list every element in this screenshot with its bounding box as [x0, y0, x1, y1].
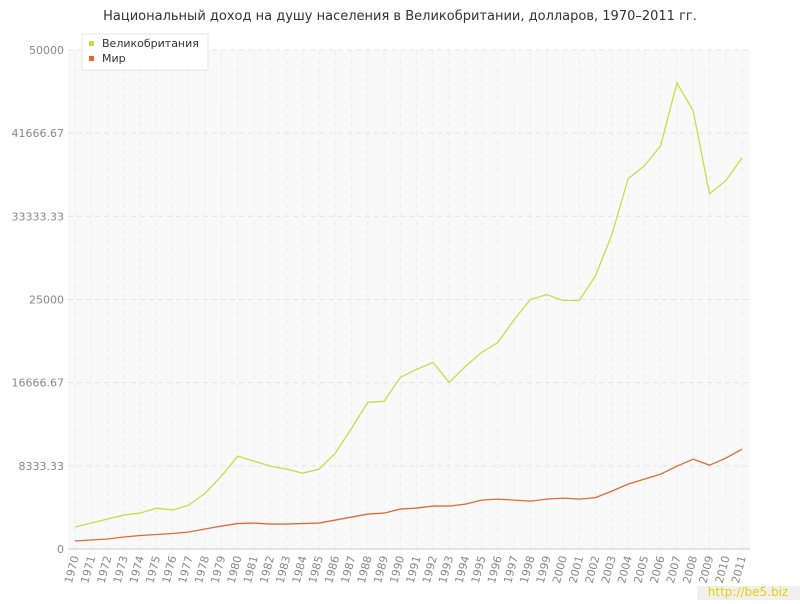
y-tick-label: 50000 — [29, 44, 64, 57]
y-tick-label: 25000 — [29, 294, 64, 307]
legend: Великобритания Мир — [81, 33, 209, 71]
legend-box — [81, 33, 209, 71]
watermark: http://be5.biz — [708, 585, 788, 599]
legend-label: Мир — [102, 52, 126, 65]
y-tick-label: 0 — [57, 543, 64, 556]
y-tick-label: 41666.67 — [12, 127, 65, 140]
legend-swatch — [89, 56, 94, 61]
series-line — [74, 448, 743, 542]
chart-title: Национальный доход на душу населения в В… — [103, 9, 697, 24]
y-tick-label: 33333.33 — [12, 210, 65, 223]
y-tick-label: 8333.33 — [19, 460, 65, 473]
watermark-box — [697, 586, 800, 600]
series-line — [74, 81, 743, 528]
legend-swatch — [89, 41, 94, 46]
legend-label: Великобритания — [102, 37, 199, 50]
y-tick-label: 16666.67 — [12, 377, 65, 390]
